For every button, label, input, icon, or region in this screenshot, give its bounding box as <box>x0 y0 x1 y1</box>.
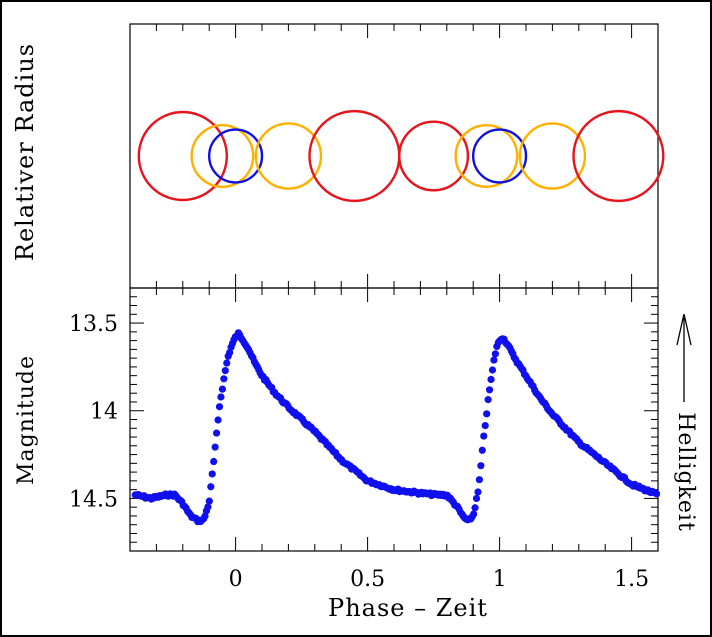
radius-circle <box>454 123 519 188</box>
y-axis-label-radius: Relativer Radius <box>11 43 39 261</box>
data-point <box>221 366 229 375</box>
data-point <box>475 476 484 484</box>
data-point <box>478 446 486 454</box>
radius-circle <box>398 120 470 192</box>
data-point <box>652 490 661 498</box>
data-point <box>472 494 481 503</box>
data-point <box>210 457 218 466</box>
data-point <box>469 510 478 518</box>
data-point <box>488 366 497 374</box>
y-axis-label-magnitude: Magnitude <box>14 355 39 485</box>
radius-circle <box>190 123 255 188</box>
data-point <box>204 503 212 511</box>
data-point <box>483 410 491 418</box>
data-point <box>471 504 479 512</box>
data-point <box>208 470 216 478</box>
radius-circle <box>208 128 264 184</box>
data-point <box>474 488 482 496</box>
data-point <box>218 385 226 393</box>
data-point <box>212 429 221 437</box>
data-point <box>207 483 215 491</box>
data-point <box>211 443 219 451</box>
data-point <box>485 386 494 394</box>
brightness-label: Helligkeit <box>673 412 698 532</box>
data-point <box>491 350 499 358</box>
data-point <box>215 403 224 411</box>
data-point <box>484 396 492 404</box>
data-point <box>477 462 485 470</box>
radius-circle <box>137 110 229 202</box>
y-tick-label: 14.5 <box>69 487 118 512</box>
data-point <box>480 432 488 440</box>
data-point <box>490 356 498 364</box>
radius-circle <box>308 109 401 203</box>
light-curve-panel: 13.5 14 14.5 <box>69 287 661 552</box>
data-point <box>214 416 222 424</box>
brightness-arrow-head <box>676 313 692 346</box>
radius-circle <box>254 122 323 190</box>
radius-circle <box>518 122 587 190</box>
data-point <box>487 375 495 384</box>
x-axis-label: Phase – Zeit <box>328 594 488 622</box>
data-point <box>205 497 213 505</box>
brightness-arrow: Helligkeit <box>673 313 698 532</box>
radius-panel <box>129 23 665 289</box>
radius-circle <box>472 128 528 184</box>
radius-circle <box>572 109 665 203</box>
x-tick-label: 1.5 <box>614 567 649 592</box>
x-tick-label: 0 <box>229 567 243 592</box>
x-tick-label: 0.5 <box>350 567 385 592</box>
data-point <box>223 359 231 367</box>
data-point <box>217 393 225 401</box>
x-tick-label: 1 <box>493 567 507 592</box>
data-point <box>481 421 489 430</box>
y-tick-label: 14 <box>90 400 118 425</box>
y-tick-label: 13.5 <box>69 312 118 337</box>
data-point <box>220 375 228 383</box>
x-axis: 0 0.5 1 1.5 <box>229 567 649 592</box>
